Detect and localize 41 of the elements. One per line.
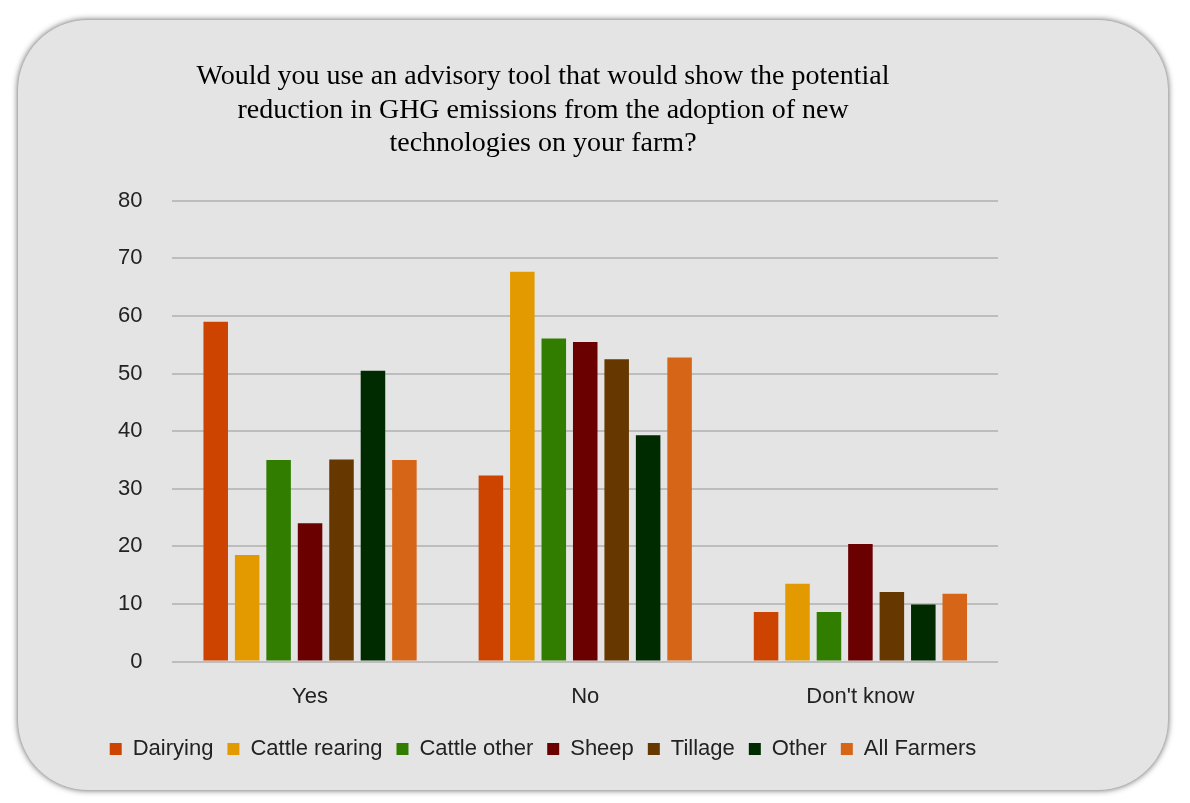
bar (848, 544, 873, 661)
y-tick-label: 40 (117, 417, 143, 443)
y-tick-label: 80 (117, 186, 143, 212)
bar (360, 370, 386, 661)
bar (942, 593, 968, 661)
bar (635, 435, 661, 661)
bar (541, 338, 567, 661)
bar (604, 359, 629, 661)
bar (816, 612, 842, 661)
bar (879, 591, 905, 661)
bar (785, 583, 810, 661)
y-tick-label: 0 (130, 647, 143, 673)
bar (266, 460, 291, 661)
bar (510, 271, 535, 661)
legend-label: All Farmers (863, 735, 977, 761)
bar (753, 612, 779, 661)
bar (667, 357, 692, 661)
y-tick-label: 20 (117, 532, 143, 558)
legend-label: Dairying (132, 735, 214, 761)
y-tick-label: 10 (117, 590, 143, 616)
chart-title: Would you use an advisory tool that would show the potential reduction in GHG emissions from the adoption of new technologies on your farm? (196, 59, 890, 158)
y-tick-label: 30 (117, 474, 143, 500)
x-tick-label: No (571, 682, 600, 708)
bar (297, 523, 323, 661)
bar (911, 604, 936, 661)
legend-label: Sheep (570, 735, 634, 761)
legend-label: Other (771, 735, 827, 761)
y-tick-label: 60 (117, 302, 143, 328)
x-tick-label: Yes (292, 682, 328, 708)
bar (478, 475, 504, 661)
y-tick-label: 50 (117, 359, 143, 385)
legend-label: Tillage (670, 735, 735, 761)
x-tick-label: Don't know (806, 682, 915, 708)
bar (203, 321, 228, 661)
bar (234, 555, 260, 661)
legend-label: Cattle rearing (250, 735, 383, 761)
y-tick-label: 70 (117, 244, 143, 270)
bar (392, 460, 417, 661)
legend-label: Cattle other (419, 735, 534, 761)
bar (329, 459, 354, 661)
bar (572, 341, 598, 661)
